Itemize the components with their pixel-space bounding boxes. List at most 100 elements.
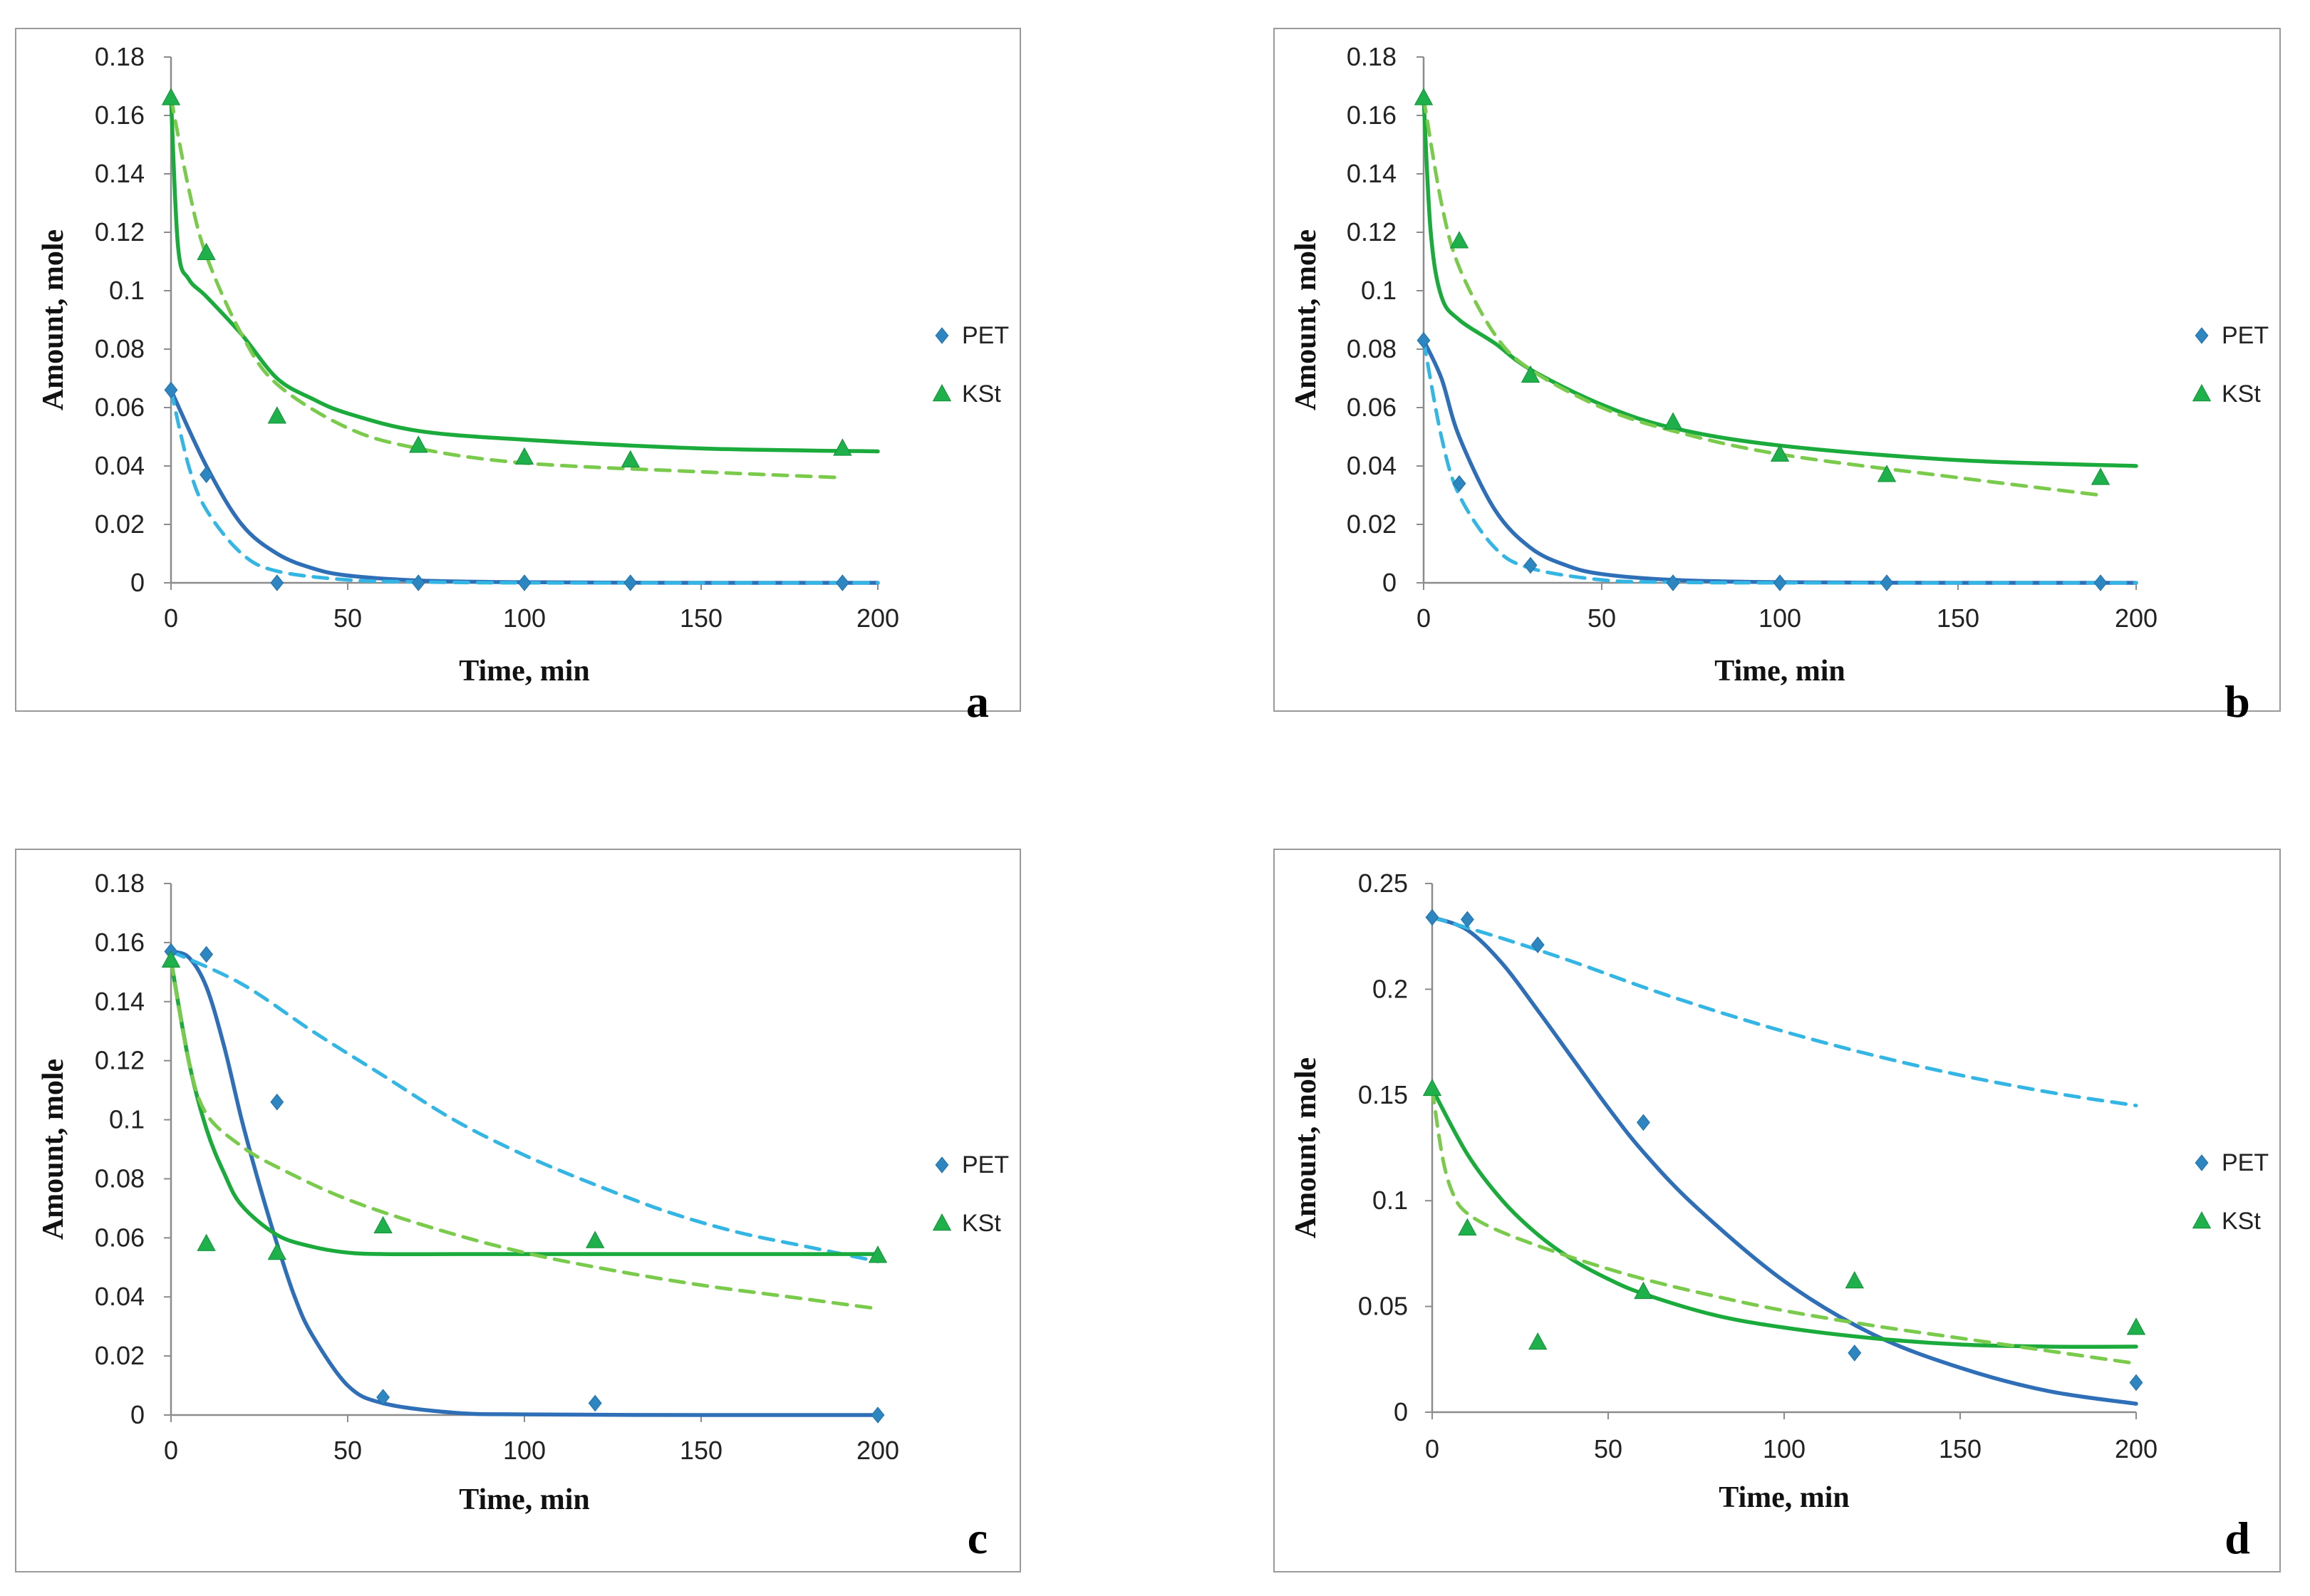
- y-tick-label: 0.04: [95, 1282, 145, 1311]
- y-tick-label: 0.08: [95, 1164, 145, 1193]
- chart-frame: [15, 28, 1021, 712]
- data-point-pet: [1880, 574, 1894, 591]
- y-tick-label: 0.06: [95, 393, 145, 422]
- fit-line-kst-solid: [1430, 1087, 2138, 1349]
- data-point-pet: [1530, 936, 1545, 953]
- data-point-kst: [2126, 1317, 2146, 1335]
- panel-letter: a: [966, 676, 989, 727]
- x-axis-title: Time, min: [1714, 655, 1845, 688]
- x-tick-label: 100: [1759, 603, 1801, 633]
- data-point-kst: [868, 1245, 888, 1263]
- y-axis-title: Amount, mole: [37, 1059, 70, 1240]
- y-tick-label: 0.12: [1347, 217, 1397, 247]
- data-point-pet: [411, 574, 425, 591]
- y-tick-label: 0.18: [1347, 42, 1397, 71]
- x-tick-label: 150: [1939, 1434, 1982, 1463]
- data-point-pet: [1773, 574, 1787, 591]
- y-tick-label: 0.02: [95, 509, 145, 539]
- y-axis-title: Amount, mole: [37, 229, 70, 410]
- y-tick-label: 0.14: [95, 987, 145, 1016]
- y-tick-label: 0.16: [95, 100, 145, 130]
- legend-marker-pet: [2195, 1154, 2209, 1171]
- data-point-kst: [1449, 231, 1469, 249]
- data-point-kst: [1663, 412, 1683, 430]
- chart-frame: [1273, 28, 2281, 712]
- legend-label-pet: PET: [2222, 322, 2269, 349]
- legend-label-pet: PET: [962, 322, 1009, 349]
- fit-line-pet-dashed: [1421, 338, 2138, 585]
- x-axis-title: Time, min: [459, 1483, 590, 1516]
- data-point-kst: [514, 447, 534, 465]
- data-point-pet: [1848, 1344, 1862, 1362]
- data-point-kst: [586, 1230, 605, 1248]
- chart-panel-a: 0 0.02 0.04 0.06 0.08 0.1 0.12 0.14 0.16 0.18 0 50 1…: [15, 28, 1021, 727]
- x-tick-label: 150: [680, 603, 722, 633]
- y-tick-label: 0.16: [95, 928, 145, 957]
- y-tick-label: 0.16: [1347, 100, 1397, 130]
- data-point-kst: [1414, 88, 1434, 105]
- y-tick-label: 0: [1394, 1397, 1408, 1426]
- data-point-kst: [161, 950, 181, 968]
- y-tick-label: 0.06: [95, 1223, 145, 1252]
- legend-marker-kst: [932, 1213, 952, 1231]
- data-point-pet: [588, 1394, 602, 1412]
- data-point-kst: [1845, 1270, 1864, 1289]
- data-point-pet: [200, 466, 214, 484]
- chart-panel-c: 0 0.02 0.04 0.06 0.08 0.1 0.12 0.14 0.16 0.18 0 50 1…: [15, 849, 1021, 1572]
- x-tick-label: 0: [1425, 1434, 1439, 1463]
- legend-marker-kst: [932, 383, 952, 402]
- x-axis-title: Time, min: [1719, 1481, 1850, 1514]
- data-point-kst: [267, 406, 286, 424]
- fit-line-pet-solid: [1430, 915, 2138, 1406]
- fit-line-kst-solid: [1421, 95, 2138, 468]
- data-point-pet: [164, 381, 178, 399]
- x-tick-label: 100: [503, 1436, 546, 1465]
- legend-label-kst: KSt: [962, 1210, 1001, 1237]
- y-tick-label: 0.1: [109, 1105, 145, 1134]
- x-tick-label: 0: [1416, 603, 1431, 633]
- y-tick-label: 0.04: [1347, 451, 1397, 480]
- chart-frame: [15, 849, 1021, 1572]
- fit-line-kst-dashed: [1430, 1087, 2138, 1366]
- legend-label-pet: PET: [962, 1151, 1009, 1178]
- y-axis-title: Amount, mole: [1290, 1057, 1322, 1238]
- legend-label-pet: PET: [2222, 1149, 2269, 1176]
- data-point-pet: [517, 574, 532, 591]
- data-point-pet: [623, 574, 638, 591]
- data-point-pet: [270, 574, 284, 591]
- chart-panel-b: 0 0.02 0.04 0.06 0.08 0.1 0.12 0.14 0.16 0.18 0 50 1…: [1273, 28, 2281, 727]
- data-point-pet: [1666, 574, 1680, 591]
- y-tick-label: 0.08: [1347, 334, 1397, 363]
- data-point-kst: [161, 88, 181, 105]
- data-point-kst: [2091, 467, 2110, 485]
- data-point-kst: [1521, 365, 1540, 383]
- y-tick-label: 0.1: [109, 276, 145, 305]
- fit-line-kst-dashed: [169, 958, 880, 1311]
- y-tick-label: 0.04: [95, 451, 145, 480]
- y-tick-label: 0.18: [95, 869, 145, 898]
- x-tick-label: 50: [1594, 1434, 1622, 1463]
- data-point-kst: [1634, 1281, 1653, 1300]
- data-point-kst: [1877, 465, 1897, 482]
- data-point-pet: [270, 1093, 284, 1111]
- y-tick-label: 0.05: [1358, 1292, 1408, 1321]
- data-point-kst: [197, 242, 216, 260]
- y-tick-label: 0.2: [1372, 974, 1408, 1003]
- x-tick-label: 200: [2115, 1434, 2158, 1463]
- legend-label-kst: KSt: [2222, 1208, 2261, 1235]
- y-tick-label: 0.12: [95, 217, 145, 247]
- fit-line-pet-dashed: [169, 388, 880, 585]
- data-point-pet: [1452, 475, 1466, 492]
- y-tick-label: 0.14: [1347, 159, 1397, 188]
- legend-marker-pet: [935, 327, 949, 344]
- x-tick-label: 200: [2115, 603, 2158, 633]
- y-tick-label: 0.1: [1361, 276, 1397, 305]
- y-tick-label: 0: [1382, 568, 1397, 597]
- legend-marker-kst: [2192, 1211, 2212, 1229]
- data-point-kst: [1422, 1078, 1442, 1097]
- fit-line-pet-solid: [169, 949, 880, 1417]
- x-tick-label: 150: [680, 1436, 722, 1465]
- y-tick-label: 0.25: [1358, 869, 1408, 898]
- x-tick-label: 50: [333, 1436, 362, 1465]
